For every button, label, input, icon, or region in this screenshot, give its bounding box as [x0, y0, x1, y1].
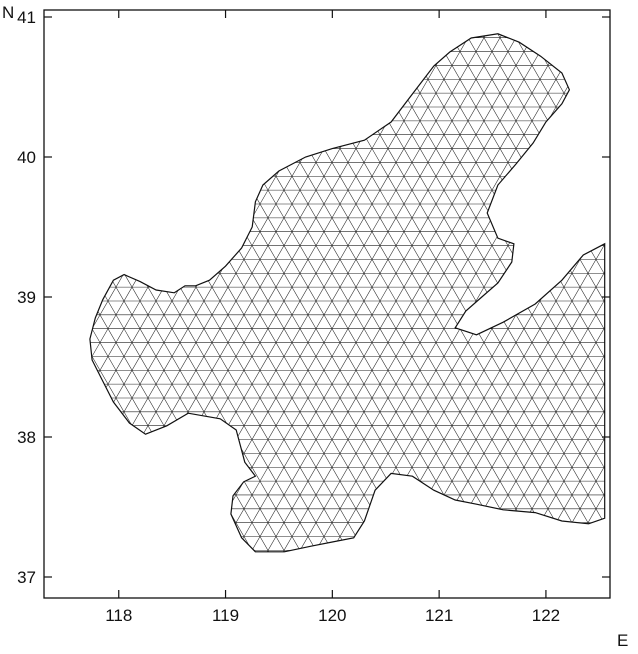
mesh-line: [288, 33, 605, 552]
mesh-line: [272, 33, 605, 552]
x-tick-label: 120: [318, 606, 346, 625]
mesh-line: [176, 33, 517, 552]
x-tick-label: 122: [532, 606, 560, 625]
mesh-line: [256, 33, 597, 552]
mesh-line: [560, 33, 605, 552]
mesh-line: [89, 33, 405, 552]
mesh-line: [89, 33, 261, 552]
mesh-line: [144, 33, 485, 552]
mesh-line: [89, 33, 373, 552]
mesh-line: [89, 33, 408, 552]
mesh-line: [89, 33, 360, 552]
mesh-line: [163, 33, 504, 552]
mesh-line: [89, 33, 389, 552]
longitude-axis: 118 119 120 121 122: [105, 10, 560, 625]
mesh-line: [0, 10, 84, 598]
y-tick-label: 39: [17, 288, 36, 307]
mesh-line: [304, 33, 605, 552]
north-unit-label: N: [2, 3, 14, 22]
mesh-line: [240, 33, 581, 552]
east-unit-label: E: [617, 631, 628, 650]
y-tick-label: 41: [17, 8, 36, 27]
mesh-line: [592, 33, 605, 552]
mesh-line: [387, 33, 605, 552]
mesh-line: [112, 33, 453, 552]
mesh-line: [499, 33, 605, 552]
mesh-line: [115, 33, 456, 552]
mesh-line: [227, 33, 568, 552]
mesh-line: [99, 33, 440, 552]
mesh-line: [339, 33, 605, 552]
mesh-line: [192, 33, 533, 552]
mesh-line: [467, 33, 605, 552]
mesh-line: [89, 33, 312, 552]
mesh-line: [195, 33, 536, 552]
mesh-line: [0, 10, 7, 598]
mesh-line: [512, 33, 605, 552]
mesh-line: [416, 33, 605, 552]
mesh-line: [89, 33, 341, 552]
y-tick-label: 38: [17, 428, 36, 447]
mesh-line: [496, 33, 605, 552]
mesh-line: [544, 33, 605, 552]
mesh-line: [384, 33, 605, 552]
mesh-line: [89, 33, 248, 552]
y-tick-label: 37: [17, 568, 36, 587]
mesh-line: [89, 33, 376, 552]
mesh-line: [480, 33, 605, 552]
latitude-axis: 37 38 39 40 41: [17, 8, 610, 587]
mesh-line: [89, 33, 101, 552]
mesh-line: [531, 33, 605, 552]
mesh-line: [128, 33, 469, 552]
mesh-line: [89, 33, 296, 552]
map-frame: [43, 9, 611, 599]
mesh-line: [432, 33, 605, 552]
mesh-line: [259, 33, 600, 552]
mesh-line: [419, 33, 605, 552]
mesh-line: [0, 10, 4, 598]
mesh-line: [224, 33, 565, 552]
mesh-line: [89, 33, 344, 552]
mesh-line: [89, 33, 328, 552]
mesh-line: [96, 33, 437, 552]
mesh-line: [89, 33, 104, 552]
y-tick-label: 40: [17, 148, 36, 167]
mesh-line: [147, 33, 488, 552]
mesh-line: [131, 33, 472, 552]
mesh-line: [89, 33, 264, 552]
mesh-line: [371, 33, 605, 552]
mesh-line: [625, 10, 638, 598]
mesh-line: [89, 33, 357, 552]
mesh-line: [89, 33, 424, 552]
mesh-line: [528, 33, 605, 552]
mesh-line: [563, 33, 605, 552]
mesh-line: [448, 33, 605, 552]
coastline-boundary: [89, 33, 606, 553]
mesh-line: [435, 33, 605, 552]
mesh-line: [609, 10, 638, 598]
mesh-line: [547, 33, 605, 552]
mesh-line: [243, 33, 584, 552]
mesh-line: [89, 33, 392, 552]
mesh-line: [483, 33, 605, 552]
mesh-line: [291, 33, 605, 552]
mesh-line: [612, 10, 638, 598]
x-tick-label: 118: [105, 606, 132, 625]
x-tick-label: 119: [212, 606, 239, 625]
mesh-line: [160, 33, 501, 552]
mesh-line: [628, 10, 638, 598]
mesh-line: [89, 33, 421, 552]
mesh-line: [464, 33, 605, 552]
mesh-line: [208, 33, 549, 552]
mesh-line: [576, 33, 605, 552]
mesh-line: [403, 33, 605, 552]
mesh-line: [451, 33, 605, 552]
x-tick-label: 121: [425, 606, 453, 625]
mesh-line: [579, 33, 605, 552]
mesh-grid: [0, 10, 638, 598]
